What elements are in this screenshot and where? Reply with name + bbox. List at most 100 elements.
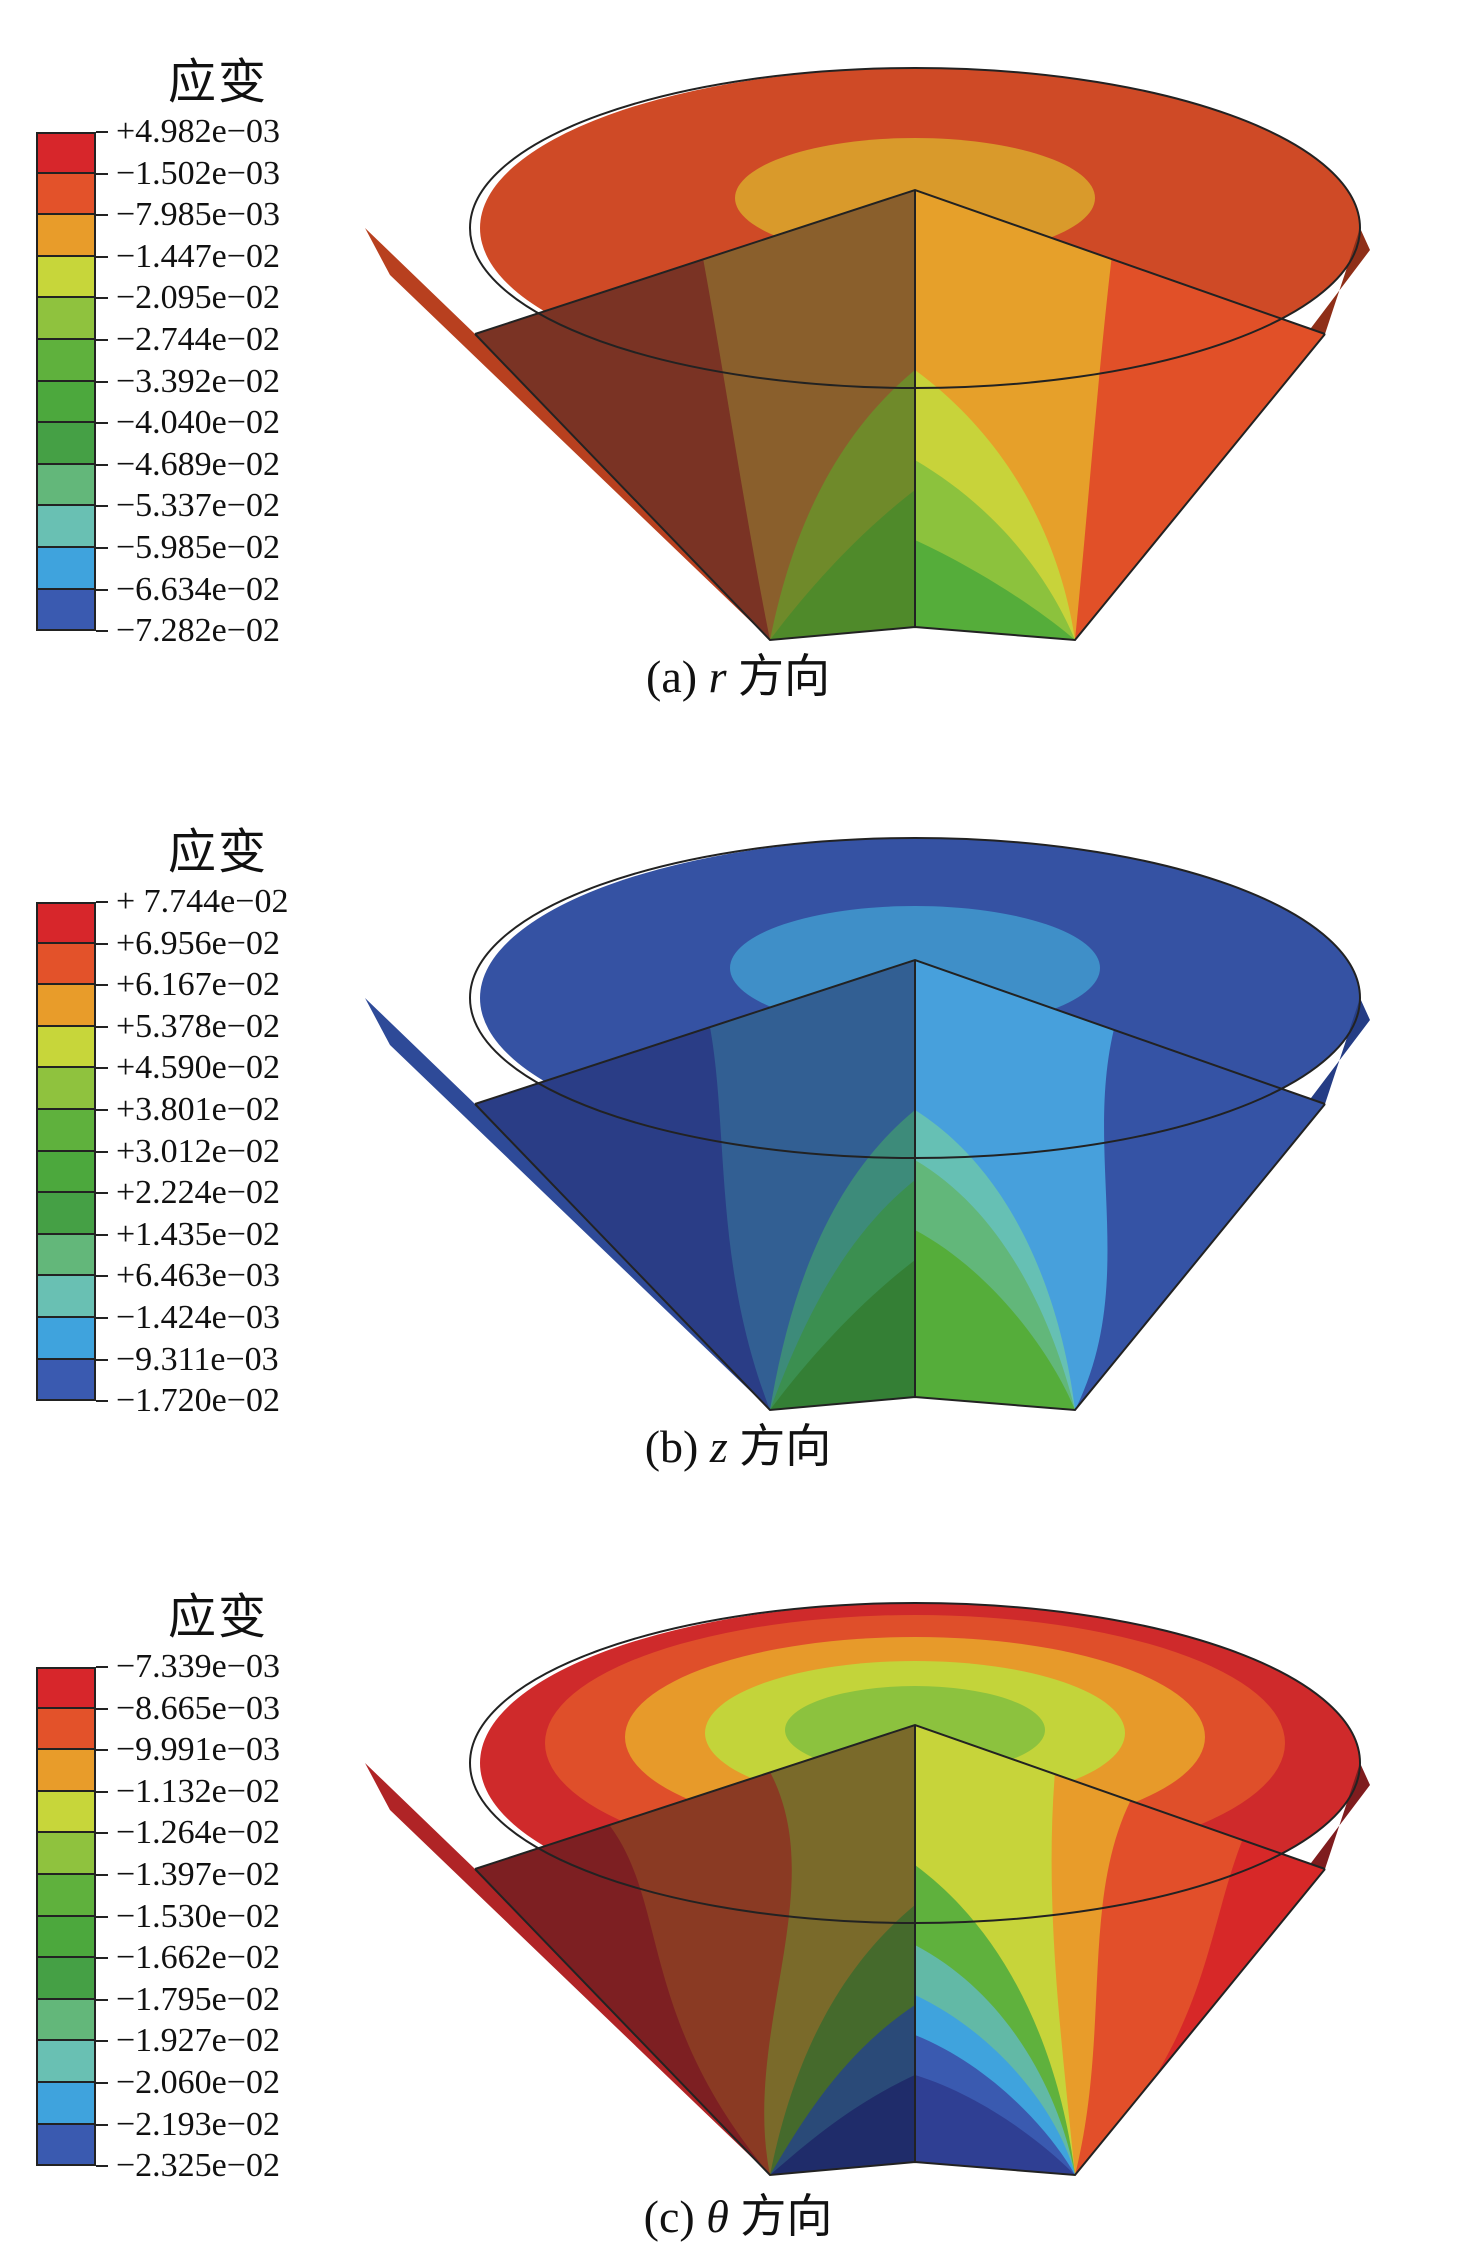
legend-label: −1.132e−02 <box>116 1772 280 1810</box>
legend-label: +5.378e−02 <box>116 1007 280 1045</box>
legend-tick <box>96 1317 108 1319</box>
legend-color-cell <box>36 2082 96 2125</box>
legend-tick <box>96 1915 108 1918</box>
legend-tick <box>96 1790 108 1793</box>
panel-z-direction: 应变 + 7.744e−02 +6.956e−02 +6.167e−02 +5.… <box>0 770 1476 1510</box>
legend-color-cell <box>36 1109 96 1152</box>
legend-tick <box>96 1874 108 1876</box>
cone-contour-plot-r <box>365 67 1370 642</box>
legend-tick <box>96 547 108 549</box>
legend-tick <box>96 1400 108 1403</box>
legend-color-cell <box>36 1234 96 1277</box>
legend-tick <box>96 984 108 987</box>
legend-tick <box>96 1025 108 1028</box>
legend-tick <box>96 1957 108 1960</box>
caption-a: (a) r 方向 <box>0 640 1476 706</box>
cone-contour-plot-theta <box>365 1602 1370 2177</box>
caption-prefix: (b) <box>644 1421 710 1472</box>
legend-tick <box>96 1998 108 2001</box>
legend-color-cell <box>36 943 96 986</box>
caption-variable: z <box>709 1421 728 1472</box>
caption-variable: θ <box>706 2191 729 2242</box>
legend-tick <box>96 505 108 508</box>
cone-contour-plot-z <box>365 837 1370 1412</box>
legend-tick <box>96 214 108 217</box>
legend-label: −2.095e−02 <box>116 279 280 317</box>
legend-color-cell <box>36 1958 96 2000</box>
legend-tick <box>96 1109 108 1111</box>
legend-color-cell <box>36 1193 96 1235</box>
legend-tick <box>96 297 108 300</box>
caption-variable: r <box>708 651 727 702</box>
legend-color-cell <box>36 132 96 174</box>
legend-label: −7.282e−02 <box>116 612 280 650</box>
legend-color-cell <box>36 589 96 632</box>
legend-label: −7.339e−03 <box>116 1648 280 1685</box>
legend-tick <box>96 588 108 591</box>
legend-label: −1.424e−03 <box>116 1299 280 1336</box>
legend-color-cell <box>36 298 96 340</box>
color-legend <box>36 1667 96 2167</box>
legend-tick <box>96 380 108 383</box>
legend-color-cell <box>36 1317 96 1360</box>
legend-color-cell <box>36 1026 96 1069</box>
caption-suffix: 方向 <box>727 1421 832 1472</box>
legend-tick <box>96 1233 108 1236</box>
legend-label: −1.927e−02 <box>116 2022 280 2060</box>
legend-color-cell <box>36 381 96 424</box>
legend-tick <box>96 2040 108 2043</box>
legend-color-cell <box>36 173 96 216</box>
legend-label: −1.397e−02 <box>116 1856 280 1893</box>
legend-label: + 7.744e−02 <box>116 883 289 920</box>
legend-label: −1.264e−02 <box>116 1814 280 1852</box>
legend-color-cell <box>36 339 96 382</box>
legend-label: −6.634e−02 <box>116 570 280 608</box>
legend-color-cell <box>36 1359 96 1402</box>
legend-label: −3.392e−02 <box>116 362 280 400</box>
legend-color-cell <box>36 506 96 548</box>
legend-tick <box>96 255 108 258</box>
legend-color-cell <box>36 464 96 507</box>
legend-tick <box>96 172 108 175</box>
caption-c: (c) θ 方向 <box>0 2180 1476 2246</box>
legend-color-cell <box>36 1068 96 1110</box>
legend-title: 应变 <box>168 1589 269 1645</box>
legend-label: −8.665e−03 <box>116 1689 280 1727</box>
legend-color-cell <box>36 1999 96 2042</box>
caption-b: (b) z 方向 <box>0 1410 1476 1476</box>
legend-label: −9.991e−03 <box>116 1731 280 1769</box>
legend-tick <box>96 463 108 466</box>
legend-color-cell <box>36 1750 96 1792</box>
legend-label: +1.435e−02 <box>116 1215 280 1253</box>
legend-tick <box>96 1832 108 1835</box>
panel-theta-direction: 应变 −7.339e−03 −8.665e−03 −9.991e−03 −1.1… <box>0 1535 1476 2264</box>
legend-tick <box>96 1192 108 1195</box>
legend-color-cell <box>36 1151 96 1194</box>
legend-color-cell <box>36 1667 96 1709</box>
panel-r-direction: 应变 +4.982e−03 −1.502e−03 −7.985e−03 −1.4… <box>0 0 1476 740</box>
legend-label: +6.956e−02 <box>116 924 280 962</box>
legend-label: −7.985e−03 <box>116 196 280 234</box>
legend-tick <box>96 1150 108 1153</box>
caption-prefix: (c) <box>643 2191 707 2242</box>
legend-label: −1.502e−03 <box>116 154 280 192</box>
legend-tick <box>96 1358 108 1361</box>
legend-color-cell <box>36 1708 96 1751</box>
legend-tick <box>96 1749 108 1752</box>
legend-title: 应变 <box>168 824 269 880</box>
legend-label: −1.662e−02 <box>116 1939 280 1977</box>
legend-color-cell <box>36 215 96 257</box>
legend-label: +4.982e−03 <box>116 113 280 150</box>
legend-label: −2.744e−02 <box>116 321 280 358</box>
legend-label: −2.325e−02 <box>116 2147 280 2185</box>
legend-color-cell <box>36 423 96 465</box>
legend-title: 应变 <box>168 54 269 110</box>
legend-tick <box>96 630 108 633</box>
legend-tick <box>96 2082 108 2084</box>
legend-color-cell <box>36 1874 96 1917</box>
legend-tick <box>96 2123 108 2126</box>
legend-tick <box>96 1666 108 1668</box>
color-legend <box>36 902 96 1402</box>
legend-label: −1.530e−02 <box>116 1897 280 1935</box>
legend-tick <box>96 942 108 945</box>
